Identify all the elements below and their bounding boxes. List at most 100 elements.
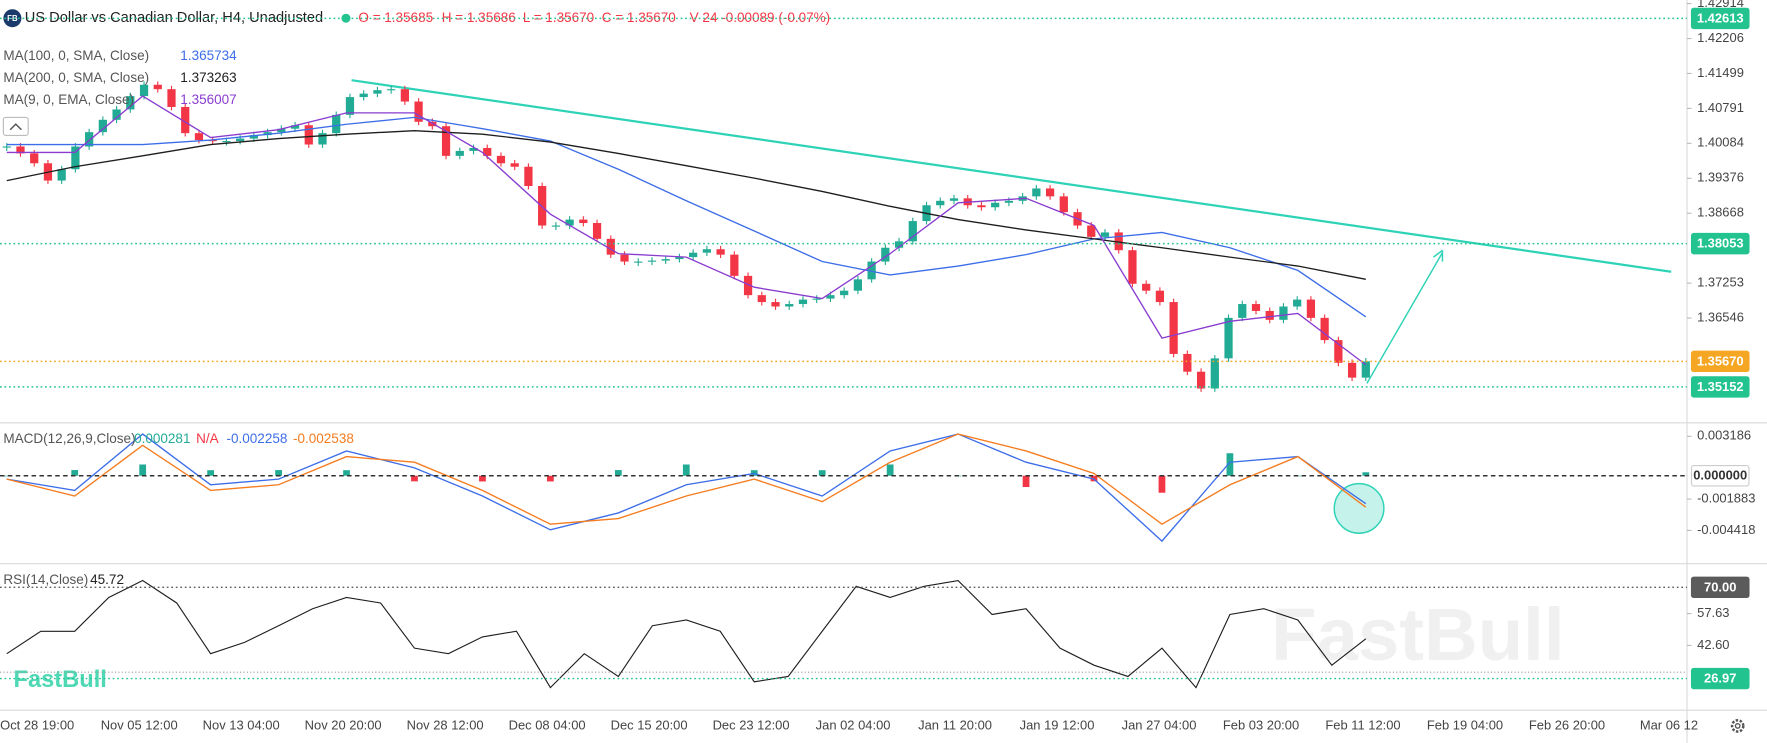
candle: [455, 150, 464, 156]
histogram-bar: [275, 470, 282, 476]
histogram-bar: [207, 470, 215, 476]
candle: [181, 106, 190, 134]
price-label: 26.97: [1704, 671, 1736, 686]
y-tick-label: 1.42914: [1697, 0, 1744, 10]
y-tick-label: 57.63: [1697, 605, 1729, 620]
candle: [359, 93, 368, 98]
candle: [496, 155, 506, 164]
histogram-bar: [1022, 475, 1030, 488]
candle: [249, 135, 258, 139]
instrument-title: US Dollar vs Canadian Dollar, H4, Unadju…: [25, 10, 323, 26]
legend-value: -0.002538: [293, 431, 354, 446]
x-tick-label: Nov 13 04:00: [203, 717, 280, 732]
candle: [85, 132, 94, 147]
candle: [236, 138, 245, 142]
price-label-box: [1690, 7, 1750, 30]
candle: [1361, 361, 1370, 378]
ohlc: H = 1.35686: [442, 10, 516, 25]
chevron-icon: [9, 123, 22, 131]
y-tick-label: 1.38668: [1697, 205, 1744, 220]
candle: [373, 90, 382, 94]
candle: [565, 219, 574, 226]
candle: [126, 96, 135, 110]
logo-text: FB: [7, 14, 18, 23]
x-tick-label: Oct 28 19:00: [0, 717, 74, 732]
price-label-box: [1690, 667, 1750, 690]
candle: [551, 225, 560, 227]
candle: [1265, 310, 1274, 320]
arrow-annotation[interactable]: [1366, 252, 1444, 384]
legend-value: 1.373263: [180, 70, 236, 85]
circle-annotation[interactable]: [1333, 482, 1385, 534]
y-tick-label: 42.60: [1697, 637, 1729, 652]
candle: [1128, 250, 1137, 284]
candle: [16, 146, 25, 154]
candle: [1155, 290, 1165, 303]
candle: [222, 141, 231, 143]
price-label-box: [1690, 465, 1750, 487]
histogram-bar: [1158, 475, 1166, 493]
candle: [318, 133, 327, 145]
candle: [977, 205, 986, 208]
indicator-name: MACD(12,26,9,Close): [3, 431, 135, 446]
candle: [400, 89, 409, 102]
candle: [592, 223, 602, 239]
candle: [1142, 283, 1151, 291]
legend-value: 1.365734: [180, 48, 237, 63]
candle: [469, 147, 478, 151]
candle: [675, 257, 684, 260]
histogram-bar: [139, 464, 147, 476]
candle: [1169, 302, 1178, 354]
candle: [483, 147, 492, 156]
y-tick-label: -0.004418: [1697, 522, 1755, 537]
candle: [304, 125, 313, 145]
price-label: 1.35152: [1697, 379, 1744, 394]
candle: [1347, 362, 1357, 378]
x-tick-label: Jan 02 04:00: [816, 717, 891, 732]
x-tick-label: Jan 19 12:00: [1020, 717, 1095, 732]
y-tick-label: 1.39376: [1697, 170, 1744, 185]
histogram-bar: [547, 475, 554, 482]
x-tick-label: Jan 27 04:00: [1122, 717, 1197, 732]
volume: V 24: [690, 10, 718, 25]
ohlc: L = 1.35670: [523, 10, 594, 25]
candle: [936, 200, 945, 206]
settings-icon[interactable]: [1730, 719, 1745, 733]
rsi-line: [6, 579, 1367, 689]
price-label: 0.000000: [1693, 468, 1747, 483]
candle: [1293, 299, 1302, 307]
x-tick-label: Nov 05 12:00: [101, 717, 178, 732]
candle: [2, 146, 11, 148]
candle: [689, 252, 698, 258]
watermark-small: FastBull: [14, 667, 107, 693]
candle: [771, 302, 780, 307]
collapse-button[interactable]: [2, 116, 29, 136]
histogram-bar: [614, 470, 622, 476]
candle: [1238, 304, 1247, 318]
legend-value: N/A: [196, 431, 219, 446]
candle: [290, 125, 300, 129]
candle: [1004, 200, 1014, 203]
candle: [57, 169, 66, 181]
legend-name: MA(100, 0, SMA, Close): [3, 48, 149, 63]
candle: [510, 163, 519, 167]
histogram-bar: [411, 475, 418, 482]
candle: [1100, 232, 1110, 237]
histogram-bar: [479, 475, 486, 482]
candle: [826, 295, 835, 299]
x-tick-label: Feb 11 12:00: [1325, 717, 1400, 732]
candle: [332, 114, 341, 134]
status-dot: [341, 13, 351, 23]
price-label-box: [1690, 232, 1750, 255]
trend-line[interactable]: [351, 79, 1672, 273]
candle: [1114, 232, 1123, 251]
candle: [1059, 196, 1068, 213]
candle: [702, 249, 712, 253]
candle: [991, 202, 1000, 208]
y-tick-label: 1.40791: [1697, 100, 1744, 115]
change: -0.00089 (-0.07%): [721, 10, 830, 25]
candle: [620, 254, 629, 262]
price-label: 1.42613: [1697, 10, 1744, 25]
y-tick-label: -0.001883: [1697, 490, 1755, 505]
histogram-bar: [886, 464, 894, 476]
